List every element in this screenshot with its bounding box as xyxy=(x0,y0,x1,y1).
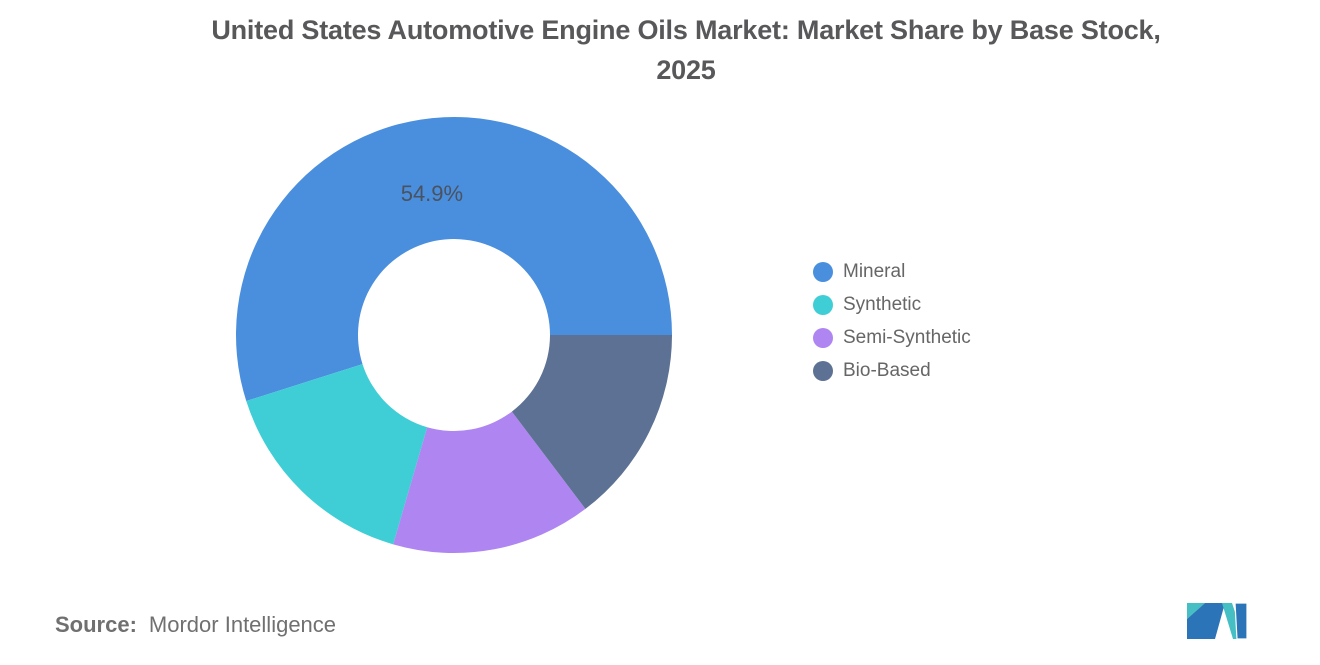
chart-title-line1: United States Automotive Engine Oils Mar… xyxy=(211,15,1161,45)
legend-item-mineral[interactable]: Mineral xyxy=(813,255,971,288)
logo-blue-band xyxy=(1187,603,1225,639)
legend-label: Semi-Synthetic xyxy=(843,326,971,348)
mordor-intelligence-logo-icon xyxy=(1187,603,1247,639)
source-label: Source: xyxy=(55,612,137,637)
legend-label: Bio-Based xyxy=(843,359,931,381)
source-attribution: Source: Mordor Intelligence xyxy=(55,612,336,638)
donut-chart: 54.9% xyxy=(234,115,674,555)
legend-swatch-mineral xyxy=(813,261,833,282)
legend-item-semi-synthetic[interactable]: Semi-Synthetic xyxy=(813,321,971,354)
slice-semi-synthetic[interactable] xyxy=(393,411,586,553)
legend-swatch-semi-synthetic xyxy=(813,327,833,348)
legend-item-synthetic[interactable]: Synthetic xyxy=(813,288,971,321)
chart-title-line2: 2025 xyxy=(656,55,716,85)
donut-chart-svg: 54.9% xyxy=(235,116,672,553)
slice-bio-based[interactable] xyxy=(511,335,672,509)
legend-item-bio-based[interactable]: Bio-Based xyxy=(813,354,971,387)
slice-mineral[interactable] xyxy=(235,116,672,402)
legend-label: Mineral xyxy=(843,260,906,282)
slice-value-label: 54.9% xyxy=(401,181,463,206)
legend-swatch-bio-based xyxy=(813,360,833,381)
logo-blue-bar xyxy=(1234,603,1247,639)
source-name: Mordor Intelligence xyxy=(148,612,337,637)
legend-swatch-synthetic xyxy=(813,294,833,315)
chart-title: United States Automotive Engine Oils Mar… xyxy=(52,10,1320,90)
slice-synthetic[interactable] xyxy=(246,364,428,545)
chart-legend: Mineral Synthetic Semi-Synthetic Bio-Bas… xyxy=(813,255,971,387)
legend-label: Synthetic xyxy=(843,293,922,315)
